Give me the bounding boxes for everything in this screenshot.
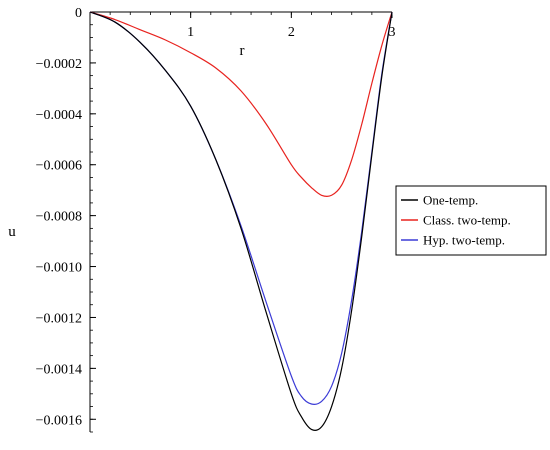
y-ticks: 0 −0.0002 −0.0004 −0.0006 −0.0008 −0.0010 −0.0… [36, 6, 96, 428]
legend-label: Class. two-temp. [423, 213, 511, 228]
legend-box [395, 185, 547, 256]
legend-label: One-temp. [423, 193, 478, 208]
x-tick-label: 3 [389, 25, 396, 40]
y-tick-label: −0.0006 [36, 159, 82, 174]
y-tick-label: −0.0002 [36, 57, 82, 72]
legend-label: Hyp. two-temp. [423, 233, 505, 248]
x-tick-label: 2 [288, 25, 295, 40]
legend: One-temp. Class. two-temp. Hyp. two-temp. [395, 185, 547, 256]
minor-ticks [90, 11, 373, 433]
series-line-hyp-two-temp [89, 11, 393, 405]
x-tick-label: 1 [187, 25, 194, 40]
y-tick-label: −0.0012 [36, 311, 82, 326]
axes [89, 11, 392, 432]
series-layer [89, 11, 393, 431]
y-tick-label: −0.0008 [36, 210, 82, 225]
series-line-one-temp [89, 11, 393, 431]
x-axis-label: r [240, 43, 245, 59]
y-tick-label: −0.0014 [36, 362, 82, 377]
y-tick-label: 0 [75, 6, 82, 21]
series-line-class-two-temp [89, 11, 393, 197]
y-tick-label: −0.0016 [36, 413, 82, 428]
y-tick-label: −0.0004 [36, 108, 82, 123]
y-tick-label: −0.0010 [36, 261, 82, 276]
x-ticks: 1 2 3 [187, 12, 396, 40]
y-axis-label: u [8, 224, 16, 240]
